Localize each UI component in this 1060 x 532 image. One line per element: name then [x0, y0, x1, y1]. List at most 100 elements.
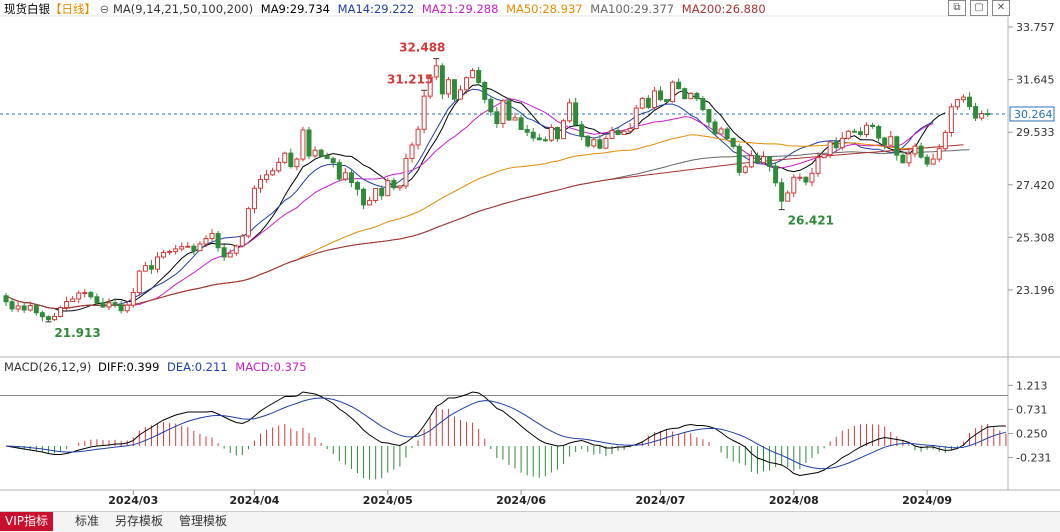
candle-body [118, 304, 124, 312]
tab-vip-indicator[interactable]: VIP指标 [0, 512, 53, 531]
candle-body [773, 165, 779, 184]
candle-body [876, 126, 882, 139]
high-annotation: 31.215 [387, 72, 433, 86]
candle-body [106, 302, 112, 308]
candle-body [960, 96, 966, 101]
ma21-value: MA21:29.288 [421, 2, 499, 16]
x-tick-label: 2024/09 [902, 494, 952, 507]
candle-body [561, 120, 567, 140]
candle-body [882, 137, 888, 146]
candle-body [706, 109, 712, 123]
macd-dea-value: DEA:0.211 [167, 360, 228, 374]
candle-body [155, 256, 160, 270]
ma9-value: MA9:29.734 [260, 2, 330, 16]
ma-line-ma21 [5, 98, 934, 309]
expand-icon[interactable]: ▢ [970, 0, 988, 16]
candle-body [742, 166, 748, 173]
candle-body [142, 265, 148, 272]
macd-y-tick-label: 1.213 [1016, 379, 1048, 392]
settings-icon[interactable]: ⊖ [99, 2, 110, 16]
macd-y-tick-label: 0.250 [1016, 428, 1048, 441]
macd-macd-value: MACD:0.375 [235, 360, 307, 374]
candle-body [542, 139, 548, 142]
candle-body [639, 97, 645, 109]
candle-body [15, 305, 21, 310]
low-annotation: 21.913 [54, 326, 100, 340]
candle-body [494, 111, 500, 125]
candle-body [318, 149, 324, 157]
ma-params-label[interactable]: MA(9,14,21,50,100,200) [113, 2, 253, 16]
candle-body [221, 247, 227, 258]
candle-body [100, 302, 106, 308]
candle-body [3, 295, 9, 303]
tab-standard[interactable]: 标准 [75, 514, 100, 528]
ma100-value: MA100:29.377 [590, 2, 675, 16]
tab-save-template[interactable]: 另存模板 [115, 514, 164, 528]
candle-body [597, 139, 603, 149]
candle-body [803, 176, 809, 183]
candle-body [336, 162, 342, 180]
candle-body [258, 179, 264, 189]
restore-icon[interactable]: ⧉ [948, 0, 966, 16]
candle-body [779, 182, 785, 202]
x-tick-label: 2024/07 [636, 494, 686, 507]
candle-body [676, 81, 682, 90]
candle-body [967, 96, 973, 108]
candle-body [161, 251, 167, 258]
candle-body [609, 129, 615, 139]
candle-body [906, 153, 912, 164]
candle-body [39, 312, 45, 318]
candle-body [88, 292, 94, 298]
candle-body [397, 185, 403, 189]
candle-body [239, 235, 245, 247]
candle-body [179, 246, 185, 250]
candle-body [985, 113, 991, 116]
candle-body [821, 154, 827, 159]
candle-body [682, 88, 688, 100]
candle-body [712, 121, 718, 135]
candle-body [954, 99, 960, 108]
candle-body [409, 144, 415, 159]
close-icon[interactable]: ✕ [992, 0, 1010, 16]
candle-body [348, 172, 354, 184]
ma-line-ma200 [5, 144, 964, 309]
candle-body [379, 187, 385, 197]
candle-body [209, 233, 215, 240]
candle-body [458, 89, 463, 100]
candle-body [894, 136, 900, 156]
candle-body [548, 127, 554, 141]
candle-body [21, 305, 27, 311]
candle-body [124, 304, 130, 312]
candle-body [664, 99, 670, 103]
candle-body [415, 128, 421, 146]
ma50-value: MA50:28.937 [506, 2, 583, 16]
ma-line-ma9 [5, 84, 946, 312]
x-tick-label: 2024/04 [229, 494, 279, 507]
candle-body [785, 192, 791, 202]
chart-canvas[interactable]: 33.757 31.645 29.533 27.420 25.308 23.196 1.21… [0, 0, 1060, 511]
candle-body [870, 124, 876, 128]
period-label[interactable]: 【日线】 [50, 2, 96, 16]
candle-body [391, 180, 397, 189]
macd-diff-line [5, 391, 1006, 477]
candle-body [585, 135, 591, 147]
candle-body [82, 292, 88, 295]
candle-body [288, 152, 294, 168]
price-y-tick-label: 33.757 [1016, 21, 1055, 34]
candle-body [264, 174, 270, 181]
price-y-tick-label: 29.533 [1016, 126, 1055, 139]
tab-manage-template[interactable]: 管理模板 [179, 514, 228, 528]
macd-params-label[interactable]: MACD(26,12,9) [4, 360, 92, 374]
candle-body [197, 243, 203, 252]
candle-body [670, 81, 676, 103]
candle-body [185, 245, 191, 248]
candle-body [948, 106, 954, 133]
candle-body [70, 298, 76, 302]
candle-body [64, 300, 70, 308]
ma-line-ma14 [5, 88, 934, 309]
candle-body [300, 129, 306, 160]
candle-body [912, 145, 918, 155]
candle-body [627, 128, 633, 132]
instrument-title[interactable]: 现货白银 [4, 2, 50, 16]
price-y-tick-label: 27.420 [1016, 179, 1055, 192]
